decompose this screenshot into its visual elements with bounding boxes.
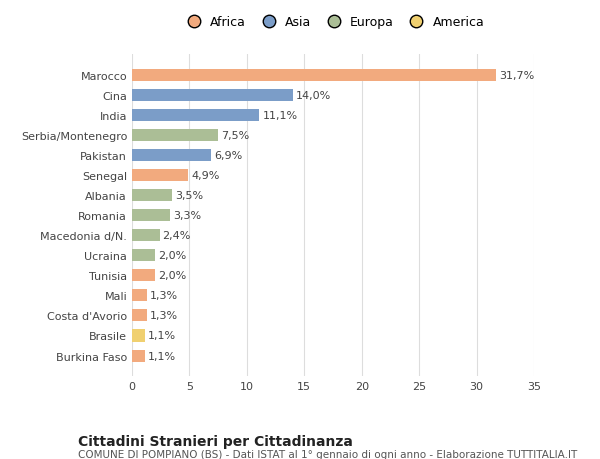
Text: 6,9%: 6,9% <box>214 151 242 161</box>
Bar <box>132 230 160 242</box>
Legend: Africa, Asia, Europa, America: Africa, Asia, Europa, America <box>182 17 484 29</box>
Text: 3,3%: 3,3% <box>173 211 201 221</box>
Text: 11,1%: 11,1% <box>262 111 298 121</box>
Text: 2,4%: 2,4% <box>163 231 191 241</box>
Bar <box>132 190 172 202</box>
Text: 2,0%: 2,0% <box>158 251 186 261</box>
Text: 1,1%: 1,1% <box>148 351 176 361</box>
Bar <box>132 310 147 322</box>
Bar <box>132 170 188 182</box>
Text: 4,9%: 4,9% <box>191 171 220 181</box>
Text: 7,5%: 7,5% <box>221 131 249 141</box>
Bar <box>132 350 145 362</box>
Bar <box>132 250 155 262</box>
Text: 31,7%: 31,7% <box>499 71 534 81</box>
Bar <box>132 330 145 342</box>
Bar <box>132 270 155 282</box>
Bar <box>132 110 259 122</box>
Text: 1,3%: 1,3% <box>150 291 178 301</box>
Text: 2,0%: 2,0% <box>158 271 186 281</box>
Bar <box>132 290 147 302</box>
Bar <box>132 70 496 82</box>
Bar <box>132 90 293 102</box>
Text: 3,5%: 3,5% <box>175 191 203 201</box>
Text: 1,3%: 1,3% <box>150 311 178 321</box>
Bar <box>132 210 170 222</box>
Text: COMUNE DI POMPIANO (BS) - Dati ISTAT al 1° gennaio di ogni anno - Elaborazione T: COMUNE DI POMPIANO (BS) - Dati ISTAT al … <box>78 449 577 459</box>
Text: 1,1%: 1,1% <box>148 331 176 341</box>
Bar <box>132 150 211 162</box>
Bar <box>132 130 218 142</box>
Text: Cittadini Stranieri per Cittadinanza: Cittadini Stranieri per Cittadinanza <box>78 434 353 448</box>
Text: 14,0%: 14,0% <box>296 91 331 101</box>
